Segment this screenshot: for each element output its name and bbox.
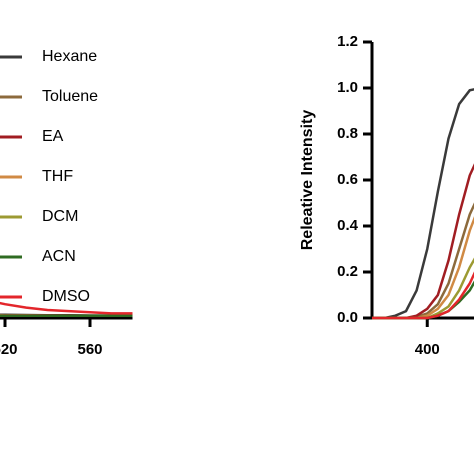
- legend-label: THF: [42, 168, 73, 185]
- series-line: [372, 271, 474, 320]
- legend-label: DMSO: [42, 288, 90, 305]
- legend-label: Toluene: [42, 88, 98, 105]
- series-line: [372, 257, 474, 320]
- y-axis-label: Releative Intensity: [299, 110, 316, 251]
- y-tick-label: 0.2: [337, 263, 358, 280]
- y-tick-label: 1.2: [337, 33, 358, 50]
- y-tick-label: 0.4: [337, 217, 359, 234]
- y-tick-label: 0.0: [337, 309, 358, 326]
- x-tick-label: 520: [0, 341, 18, 358]
- series-line: [372, 88, 474, 320]
- x-tick-label: 400: [415, 341, 440, 358]
- legend-label: DCM: [42, 208, 78, 225]
- y-tick-label: 1.0: [337, 79, 358, 96]
- x-tick-label: 560: [77, 341, 102, 358]
- y-tick-label: 0.8: [337, 125, 358, 142]
- legend-label: EA: [42, 128, 64, 145]
- legend-label: Hexane: [42, 48, 97, 65]
- legend-label: ACN: [42, 248, 76, 265]
- series-line: [0, 301, 133, 315]
- y-tick-label: 0.6: [337, 171, 358, 188]
